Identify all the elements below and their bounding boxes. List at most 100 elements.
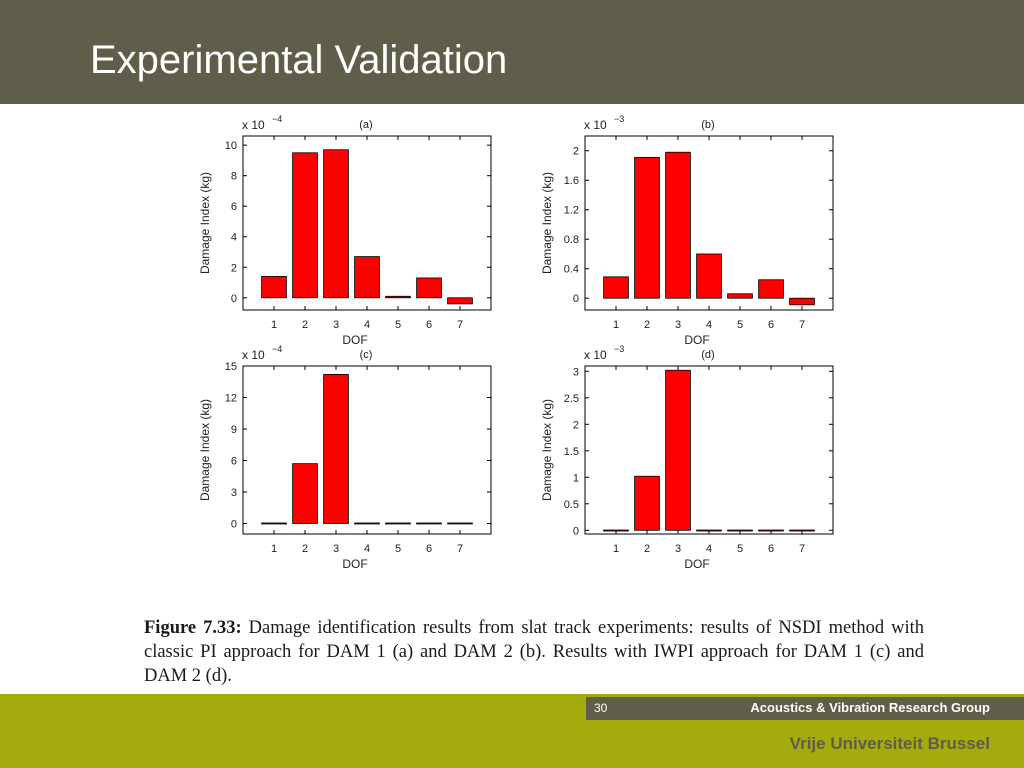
caption-label: Figure 7.33: (144, 618, 242, 638)
y-axis-label: Damage Index (kg) (540, 172, 554, 274)
y-tick-label: 9 (231, 424, 237, 436)
chart-title: (b) (701, 119, 714, 131)
bar-dof-1 (603, 276, 629, 299)
bar-dof-1 (261, 522, 287, 525)
y-tick-label: 0 (573, 525, 579, 537)
y-tick-label: 0.8 (564, 234, 579, 246)
chart-title: (a) (359, 119, 372, 131)
bar-dof-3 (323, 373, 349, 524)
y-tick-label: 0.4 (564, 264, 579, 276)
axis-multiplier-exponent: −3 (614, 344, 624, 354)
y-tick-label: 8 (231, 171, 237, 183)
x-tick-label: 2 (644, 319, 650, 331)
x-tick-label: 2 (302, 543, 308, 555)
y-tick-label: 2 (231, 262, 237, 274)
plot-frame (242, 365, 492, 535)
page-number: 30 (594, 701, 608, 715)
x-tick-label: 1 (613, 319, 619, 331)
x-tick-label: 5 (737, 543, 743, 555)
research-group-name: Acoustics & Vibration Research Group (750, 700, 990, 715)
axis-multiplier-exponent: −4 (272, 114, 282, 124)
x-tick-label: 5 (395, 543, 401, 555)
x-tick-label: 3 (333, 543, 339, 555)
y-tick-label: 6 (231, 201, 237, 213)
x-tick-label: 7 (457, 543, 463, 555)
y-tick-label: 2.5 (564, 393, 579, 405)
bar-dof-2 (292, 463, 318, 524)
figure-caption: Figure 7.33: Damage identification resul… (144, 616, 924, 688)
axis-multiplier: x 10 (242, 348, 265, 362)
y-tick-label: 10 (225, 140, 237, 152)
x-tick-label: 7 (799, 543, 805, 555)
header-bar: Experimental Validation (0, 0, 1024, 104)
y-tick-label: 15 (225, 361, 237, 373)
bar-dof-4 (696, 253, 722, 299)
x-tick-label: 1 (613, 543, 619, 555)
y-tick-label: 3 (573, 366, 579, 378)
y-tick-label: 0 (573, 293, 579, 305)
y-tick-label: 3 (231, 487, 237, 499)
y-tick-label: 0 (231, 519, 237, 531)
university-name: Vrije Universiteit Brussel (789, 734, 990, 753)
bar-dof-2 (634, 156, 660, 299)
x-tick-label: 4 (364, 543, 370, 555)
figure-charts: 0 2 4 6 8 10 1 2 3 4 5 6 7 DOF Damage Index (kg) x 10 −4… (0, 104, 1024, 584)
bar-dof-4 (354, 522, 380, 525)
x-tick-label: 1 (271, 543, 277, 555)
bar-dof-5 (385, 295, 411, 299)
bar-dof-5 (385, 522, 411, 525)
bar-dof-5 (727, 293, 753, 299)
x-axis-label: DOF (342, 333, 367, 347)
x-tick-label: 7 (799, 319, 805, 331)
x-tick-label: 5 (395, 319, 401, 331)
chart-title: (c) (360, 349, 373, 361)
chart-title: (d) (701, 349, 714, 361)
y-tick-label: 6 (231, 456, 237, 468)
x-tick-label: 5 (737, 319, 743, 331)
y-tick-label: 1.5 (564, 446, 579, 458)
bar-dof-7 (447, 522, 473, 525)
axis-multiplier: x 10 (584, 118, 607, 132)
bar-dof-3 (665, 151, 691, 299)
x-axis-label: DOF (342, 557, 367, 571)
x-tick-label: 3 (333, 319, 339, 331)
y-axis-label: Damage Index (kg) (540, 399, 554, 501)
y-tick-label: 4 (231, 232, 237, 244)
caption-text: Damage identification results from slat … (144, 618, 924, 686)
x-tick-label: 3 (675, 319, 681, 331)
x-tick-label: 3 (675, 543, 681, 555)
x-tick-label: 6 (426, 543, 432, 555)
x-tick-label: 4 (706, 543, 712, 555)
x-tick-label: 6 (426, 319, 432, 331)
x-tick-label: 4 (706, 319, 712, 331)
bar-dof-4 (354, 256, 380, 299)
y-tick-label: 0.5 (564, 499, 579, 511)
bar-dof-1 (261, 276, 287, 299)
plot-frame (584, 365, 834, 535)
x-tick-label: 4 (364, 319, 370, 331)
axis-multiplier-exponent: −4 (272, 344, 282, 354)
x-tick-label: 2 (644, 543, 650, 555)
y-tick-label: 2 (573, 146, 579, 158)
bar-dof-3 (323, 149, 349, 299)
bar-dof-3 (665, 369, 691, 531)
chart-4: 0 0.5 1 1.5 2 2.5 3 1 2 3 4 5 6 7 DOF Damage Index (kg)… (540, 344, 834, 571)
y-tick-label: 12 (225, 393, 237, 405)
x-tick-label: 7 (457, 319, 463, 331)
slide-title: Experimental Validation (90, 38, 508, 82)
y-axis-label: Damage Index (kg) (198, 172, 212, 274)
axis-multiplier: x 10 (242, 118, 265, 132)
y-tick-label: 2 (573, 419, 579, 431)
x-tick-label: 2 (302, 319, 308, 331)
bar-dof-7 (447, 297, 473, 305)
chart-2: 0 0.4 0.8 1.2 1.6 2 1 2 3 4 5 6 7 DOF Damage Index (kg… (540, 114, 834, 347)
bar-dof-2 (292, 152, 318, 299)
bar-dof-7 (789, 297, 815, 306)
bar-dof-6 (416, 522, 442, 525)
bar-dof-6 (416, 277, 442, 299)
footer-info-bar (586, 697, 1024, 720)
x-axis-label: DOF (684, 333, 709, 347)
